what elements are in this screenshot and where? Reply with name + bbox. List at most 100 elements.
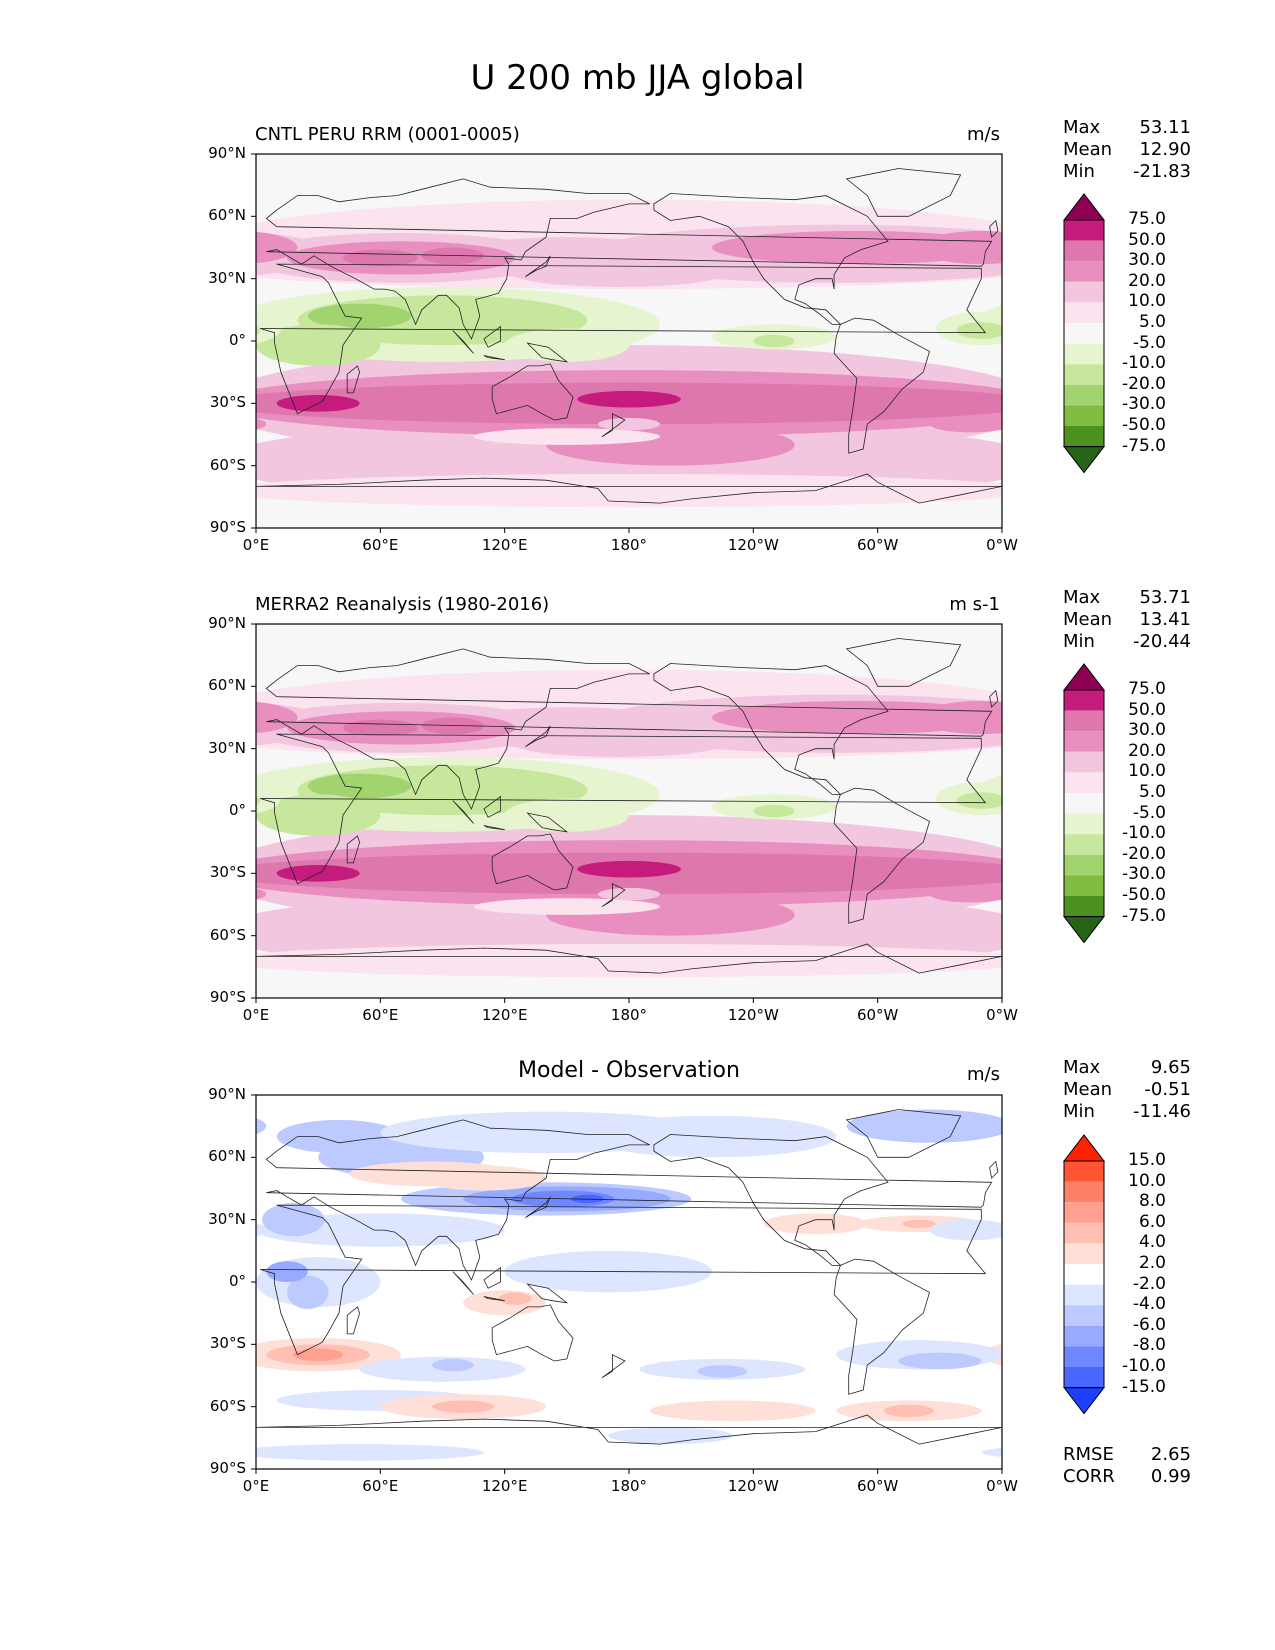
colorbar-segment bbox=[1064, 1325, 1104, 1347]
contour-region bbox=[753, 804, 795, 818]
contour-region bbox=[697, 1365, 748, 1378]
contour-region bbox=[515, 732, 723, 757]
coastline bbox=[601, 1354, 626, 1378]
colorbar-segment bbox=[1064, 405, 1104, 426]
coastline bbox=[525, 725, 551, 747]
coastline bbox=[491, 833, 574, 891]
coastline bbox=[256, 1414, 1002, 1445]
x-tick-label: 60°W bbox=[856, 536, 899, 554]
panel-1-stats: Max 53.11 Mean 12.90 Min -21.83 bbox=[1063, 117, 1191, 183]
contour-region bbox=[883, 1404, 934, 1418]
contour-region bbox=[898, 1352, 982, 1370]
colorbar-segment bbox=[1064, 426, 1104, 447]
contour-region bbox=[960, 483, 1002, 498]
contour-region bbox=[287, 1275, 329, 1310]
colorbar-segment bbox=[1064, 834, 1104, 855]
coastline bbox=[491, 363, 574, 421]
coastline bbox=[256, 473, 1002, 504]
coastline bbox=[526, 812, 569, 833]
contour-region bbox=[515, 262, 723, 287]
coastline bbox=[833, 317, 930, 454]
y-tick-label: 60°S bbox=[209, 925, 246, 944]
contour-region bbox=[256, 693, 298, 730]
colorbar-frame bbox=[1063, 689, 1105, 918]
contour-region bbox=[256, 1444, 484, 1461]
colorbar-level-label: 5.0 bbox=[1138, 782, 1166, 802]
contour-region bbox=[343, 719, 418, 737]
colorbar-level-label: -30.0 bbox=[1122, 864, 1166, 885]
x-tick-label: 0°W bbox=[986, 1477, 1018, 1495]
x-tick-label: 120°E bbox=[481, 1477, 528, 1495]
colorbar-segment bbox=[1064, 710, 1104, 732]
contour-region bbox=[960, 443, 1002, 480]
colorbar-segment bbox=[1064, 384, 1104, 406]
coastline bbox=[845, 1109, 962, 1158]
contour-region bbox=[929, 885, 1002, 903]
colorbar-level-label: 8.0 bbox=[1138, 1191, 1166, 1212]
y-tick-label: 30°S bbox=[209, 393, 246, 412]
y-tick-label: 30°S bbox=[209, 863, 246, 882]
colorbar-segment bbox=[1064, 751, 1104, 773]
colorbar-level-label: 10.0 bbox=[1128, 1170, 1166, 1191]
contour-region bbox=[266, 1261, 308, 1282]
y-tick-label: 0° bbox=[228, 331, 246, 349]
y-tick-label: 60°N bbox=[208, 1147, 246, 1166]
colorbar-level-label: -5.0 bbox=[1132, 332, 1166, 353]
panel-2-title: MERRA2 Reanalysis (1980-2016) bbox=[255, 594, 550, 615]
contour-region bbox=[763, 1213, 868, 1235]
colorbar-segment bbox=[1064, 1202, 1104, 1223]
colorbar-level-label: -20.0 bbox=[1122, 373, 1166, 394]
contour-region bbox=[577, 390, 681, 408]
coastline bbox=[833, 1258, 930, 1395]
colorbar-segment bbox=[1064, 1222, 1104, 1244]
colorbar-segment bbox=[1064, 1264, 1104, 1285]
y-tick-label: 90°N bbox=[208, 1085, 246, 1103]
contour-region bbox=[256, 223, 298, 260]
coastline bbox=[483, 1296, 505, 1302]
colorbar-level-label: -75.0 bbox=[1122, 435, 1166, 456]
contour-region bbox=[256, 473, 1002, 508]
contour-region bbox=[256, 953, 298, 968]
contour-region bbox=[256, 913, 298, 950]
colorbar-level-label: -75.0 bbox=[1122, 905, 1166, 926]
coastline bbox=[525, 1196, 551, 1218]
metric-value: 2.65 bbox=[1150, 1444, 1191, 1465]
colorbar-level-label: -10.0 bbox=[1122, 823, 1166, 844]
coastline bbox=[259, 1204, 987, 1356]
contour-region bbox=[960, 913, 1002, 950]
metric-label: RMSE bbox=[1063, 1444, 1114, 1465]
colorbar-segment bbox=[1064, 1305, 1104, 1326]
coastline bbox=[256, 943, 1002, 974]
contour-region bbox=[504, 328, 629, 362]
y-tick-label: 90°N bbox=[208, 144, 246, 162]
colorbar-level-label: -4.0 bbox=[1132, 1294, 1166, 1315]
colorbar-level-label: -6.0 bbox=[1132, 1314, 1166, 1335]
contour-region bbox=[956, 322, 1002, 339]
coastline bbox=[601, 883, 626, 907]
y-tick-label: 0° bbox=[228, 1272, 246, 1290]
colorbar-2 bbox=[1062, 663, 1106, 944]
coastline bbox=[346, 835, 361, 864]
colorbar-level-label: 50.0 bbox=[1128, 699, 1166, 720]
y-tick-label: 60°S bbox=[209, 455, 246, 474]
contour-region bbox=[649, 1400, 816, 1422]
contour-region bbox=[919, 230, 1002, 265]
y-tick-label: 90°N bbox=[208, 614, 246, 632]
contour-region bbox=[753, 334, 795, 348]
stat-label: Mean bbox=[1063, 609, 1113, 630]
panel-3-units: m/s bbox=[967, 1064, 1000, 1085]
coastline bbox=[989, 1160, 999, 1179]
y-tick-label: 90°S bbox=[209, 518, 246, 536]
colorbar-level-label: 30.0 bbox=[1128, 250, 1166, 271]
coastline bbox=[483, 355, 505, 361]
colorbar-frame bbox=[1063, 219, 1105, 448]
colorbar-level-label: -20.0 bbox=[1122, 843, 1166, 864]
colorbar-segment bbox=[1064, 281, 1104, 303]
map-panel-3 bbox=[251, 1094, 1003, 1474]
stat-label: Min bbox=[1063, 631, 1095, 652]
colorbar-level-label: -5.0 bbox=[1132, 802, 1166, 823]
panel-3-title: Model - Observation bbox=[518, 1058, 740, 1083]
contour-region bbox=[256, 418, 267, 430]
x-tick-label: 120°W bbox=[727, 1477, 779, 1495]
contour-region bbox=[256, 796, 261, 806]
